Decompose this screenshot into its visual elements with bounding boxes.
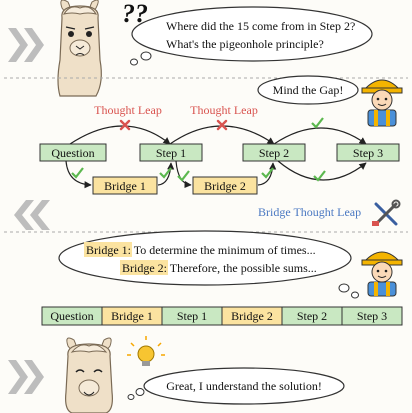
arrow-bridge1-to-step1 bbox=[157, 162, 175, 186]
bubble-line-1: Where did the 15 come from in Step 2? bbox=[166, 19, 355, 33]
check-icon bbox=[313, 170, 326, 182]
arrow-step2-to-step3-lower bbox=[277, 160, 367, 181]
arrow-bridge2-to-step2 bbox=[257, 162, 277, 186]
happy-llama bbox=[65, 337, 113, 413]
check-icon bbox=[177, 170, 190, 182]
flow-node-step3: Step 3 bbox=[336, 143, 400, 162]
reasoning-sequence-bar: Question Bridge 1 Step 1 Bridge 2 Step 2… bbox=[41, 306, 403, 326]
bridge1-tag: Bridge 1: bbox=[86, 243, 131, 257]
confused-thought-bubble: Where did the 15 come from in Step 2? Wh… bbox=[130, 6, 373, 66]
cross-icon bbox=[216, 119, 228, 131]
arrow-step2-to-step3 bbox=[273, 127, 367, 145]
bridge-node-1: Bridge 1 bbox=[92, 176, 158, 195]
bubble-line-2: What's the pigeonhole principle? bbox=[166, 37, 324, 51]
bridge-thought-leap-caption: Bridge Thought Leap bbox=[258, 205, 361, 219]
construction-worker bbox=[361, 251, 403, 297]
sequence-label: Question bbox=[50, 309, 93, 323]
check-icon bbox=[261, 167, 274, 179]
flow-node-question: Question bbox=[39, 143, 107, 162]
construction-worker bbox=[361, 79, 403, 127]
sequence-label: Bridge 1 bbox=[111, 309, 153, 323]
thought-leap-label-left: Thought Leap bbox=[94, 103, 162, 117]
bridge2-text: Therefore, the possible sums... bbox=[170, 261, 317, 275]
bridge2-explanation: Bridge 2: Therefore, the possible sums..… bbox=[122, 261, 317, 275]
bridge-thought-bubble: Bridge 1: To determine the minimum of ti… bbox=[58, 230, 359, 299]
worker-thought-bubble: Mind the Gap! bbox=[257, 75, 359, 105]
flow-node-label: Step 2 bbox=[259, 146, 289, 160]
flow-node-step1: Step 1 bbox=[139, 143, 203, 162]
cross-icon bbox=[119, 119, 131, 131]
bridge2-tag: Bridge 2: bbox=[122, 261, 167, 275]
flow-node-label: Step 1 bbox=[156, 146, 186, 160]
chevron-left-icon bbox=[14, 200, 50, 230]
sequence-label: Step 3 bbox=[357, 309, 387, 323]
understanding-thought-bubble: Great, I understand the solution! bbox=[127, 367, 345, 405]
sequence-label: Bridge 2 bbox=[231, 309, 273, 323]
bridge-node-2: Bridge 2 bbox=[192, 176, 258, 195]
thought-leap-label-right: Thought Leap bbox=[190, 103, 258, 117]
chevron-right-icon bbox=[8, 28, 44, 62]
worker-bubble-text: Mind the Gap! bbox=[273, 83, 344, 97]
leap-arrow-step1-to-step2 bbox=[169, 125, 275, 145]
tools-icon bbox=[372, 199, 401, 226]
flow-node-label: Question bbox=[51, 146, 94, 160]
check-icon bbox=[159, 167, 172, 179]
bridge1-explanation: Bridge 1: To determine the minimum of ti… bbox=[86, 243, 316, 257]
check-icon bbox=[311, 117, 324, 129]
flow-node-step2: Step 2 bbox=[242, 143, 306, 162]
bridge-node-label: Bridge 2 bbox=[204, 179, 246, 193]
chevron-right-icon bbox=[8, 360, 44, 394]
lightbulb-icon bbox=[127, 336, 165, 366]
check-icon bbox=[71, 167, 84, 179]
confused-llama bbox=[57, 0, 102, 97]
bridge1-text: To determine the minimum of times... bbox=[134, 243, 316, 257]
arrow-question-to-bridge1 bbox=[65, 160, 92, 189]
sequence-cell-step3 bbox=[341, 306, 403, 326]
flow-node-label: Step 3 bbox=[353, 146, 383, 160]
sequence-label: Step 1 bbox=[177, 309, 207, 323]
sequence-label: Step 2 bbox=[297, 309, 327, 323]
bridge-node-label: Bridge 1 bbox=[104, 179, 146, 193]
understanding-text: Great, I understand the solution! bbox=[166, 379, 322, 393]
